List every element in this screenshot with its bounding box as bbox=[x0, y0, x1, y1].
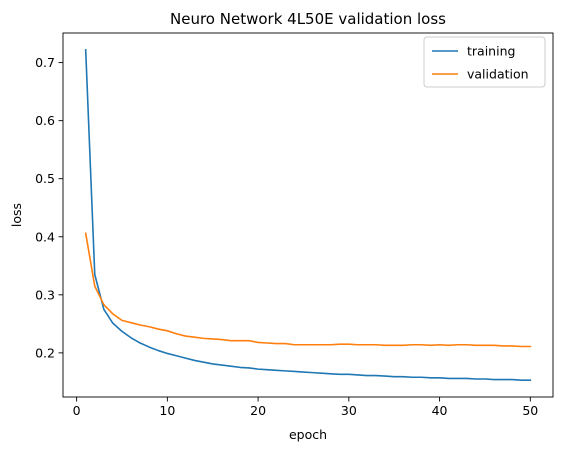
x-tick-label: 10 bbox=[159, 403, 175, 418]
y-tick-label: 0.7 bbox=[35, 55, 55, 70]
x-tick-label: 30 bbox=[341, 403, 357, 418]
x-axis-label: epoch bbox=[289, 427, 327, 442]
x-tick-label: 40 bbox=[432, 403, 448, 418]
y-tick-label: 0.2 bbox=[35, 345, 55, 360]
x-tick-label: 50 bbox=[522, 403, 538, 418]
y-axis-label: loss bbox=[9, 203, 24, 227]
series-line-validation bbox=[84, 232, 532, 348]
legend-label-validation: validation bbox=[467, 67, 529, 82]
plot-layer: 0 10 20 30 40 50 0.2 0.3 0.4 0.5 0.6 0.7 bbox=[35, 32, 554, 418]
x-tick-label: 20 bbox=[250, 403, 266, 418]
plot-frame bbox=[62, 32, 554, 398]
y-tick-label: 0.5 bbox=[35, 171, 55, 186]
y-tick-label: 0.6 bbox=[35, 113, 55, 128]
legend-label-training: training bbox=[467, 44, 515, 59]
y-tick-label: 0.3 bbox=[35, 287, 55, 302]
chart-title: Neuro Network 4L50E validation loss bbox=[170, 10, 446, 28]
legend: training validation bbox=[423, 36, 546, 88]
series-line-training bbox=[84, 49, 532, 381]
y-tick-label: 0.4 bbox=[35, 229, 55, 244]
x-tick-label: 0 bbox=[73, 403, 81, 418]
